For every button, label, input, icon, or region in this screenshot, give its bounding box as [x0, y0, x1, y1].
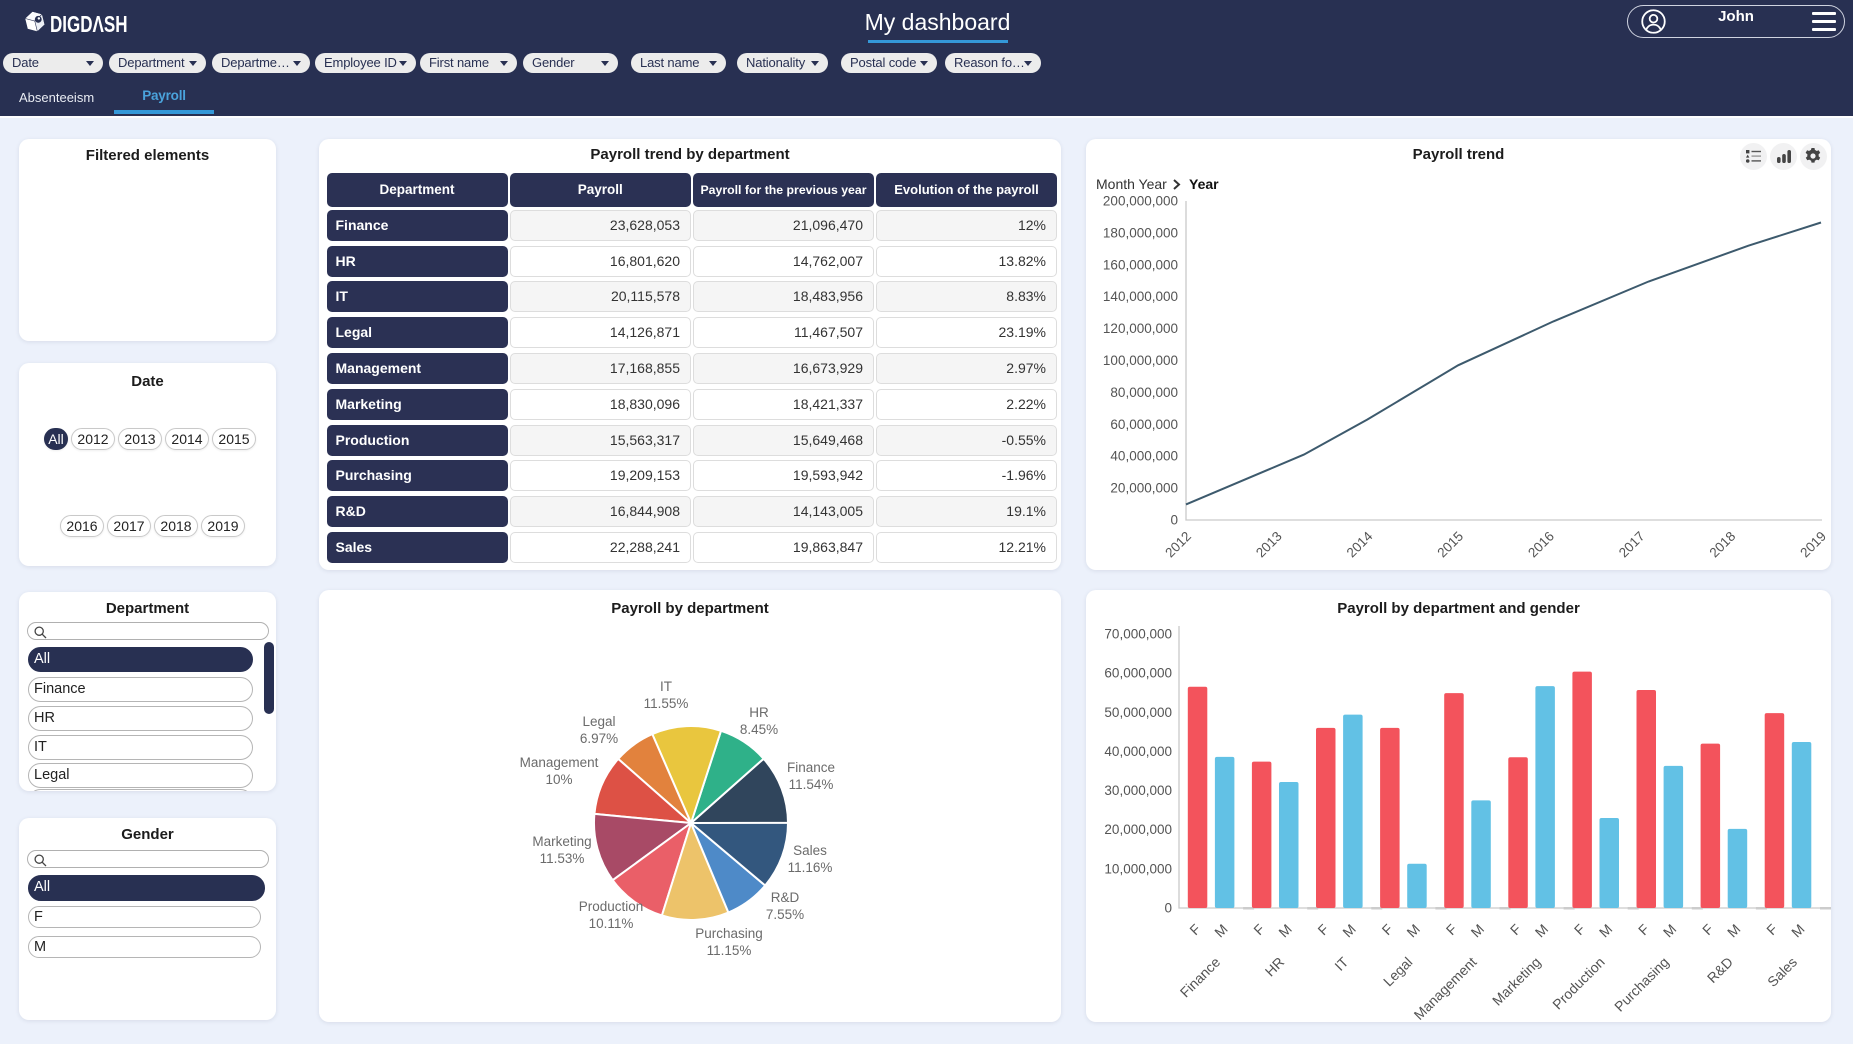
svg-text:11.55%: 11.55%	[644, 696, 689, 711]
svg-text:F: F	[1699, 921, 1716, 938]
svg-text:2013: 2013	[1253, 529, 1285, 561]
svg-text:M: M	[1468, 921, 1488, 941]
svg-text:11.53%: 11.53%	[540, 851, 585, 866]
svg-text:140,000,000: 140,000,000	[1103, 289, 1178, 304]
svg-text:100,000,000: 100,000,000	[1103, 353, 1178, 368]
svg-text:7.55%: 7.55%	[766, 907, 804, 922]
svg-text:F: F	[1443, 921, 1460, 938]
svg-text:F: F	[1635, 921, 1652, 938]
svg-text:10%: 10%	[545, 772, 572, 787]
svg-text:6.97%: 6.97%	[580, 731, 618, 746]
svg-text:Purchasing: Purchasing	[695, 926, 763, 941]
svg-text:F: F	[1314, 921, 1331, 938]
svg-text:200,000,000: 200,000,000	[1103, 194, 1178, 209]
svg-text:70,000,000: 70,000,000	[1104, 627, 1172, 642]
svg-text:M: M	[1211, 921, 1231, 941]
svg-text:IT: IT	[660, 679, 672, 694]
svg-text:2015: 2015	[1434, 529, 1466, 561]
svg-text:10.11%: 10.11%	[589, 916, 634, 931]
svg-text:Finance: Finance	[787, 760, 835, 775]
svg-text:Sales: Sales	[793, 843, 827, 858]
svg-text:F: F	[1186, 921, 1203, 938]
svg-text:11.15%: 11.15%	[707, 943, 752, 958]
svg-text:20,000,000: 20,000,000	[1104, 822, 1172, 837]
svg-text:10,000,000: 10,000,000	[1104, 861, 1172, 876]
svg-text:20,000,000: 20,000,000	[1110, 481, 1178, 496]
svg-text:Legal: Legal	[582, 714, 615, 729]
svg-text:M: M	[1724, 921, 1744, 941]
svg-text:120,000,000: 120,000,000	[1103, 321, 1178, 336]
svg-text:M: M	[1596, 921, 1616, 941]
svg-text:M: M	[1275, 921, 1295, 941]
svg-text:M: M	[1660, 921, 1680, 941]
svg-text:R&D: R&D	[771, 890, 800, 905]
svg-text:11.54%: 11.54%	[789, 777, 834, 792]
svg-text:40,000,000: 40,000,000	[1104, 744, 1172, 759]
svg-text:2018: 2018	[1707, 529, 1739, 561]
svg-text:Legal: Legal	[1380, 954, 1416, 990]
svg-text:180,000,000: 180,000,000	[1103, 225, 1178, 240]
svg-text:60,000,000: 60,000,000	[1110, 417, 1178, 432]
svg-text:2014: 2014	[1344, 528, 1376, 560]
svg-text:60,000,000: 60,000,000	[1104, 666, 1172, 681]
svg-text:HR: HR	[1262, 954, 1288, 980]
svg-text:40,000,000: 40,000,000	[1110, 449, 1178, 464]
svg-text:M: M	[1532, 921, 1552, 941]
svg-text:0: 0	[1164, 901, 1172, 916]
svg-text:M: M	[1403, 921, 1423, 941]
svg-text:11.16%: 11.16%	[788, 860, 833, 875]
svg-text:M: M	[1788, 921, 1808, 941]
svg-text:Sales: Sales	[1764, 954, 1800, 990]
svg-text:F: F	[1571, 921, 1588, 938]
svg-text:2012: 2012	[1162, 529, 1194, 561]
svg-text:2019: 2019	[1797, 529, 1829, 561]
svg-text:M: M	[1339, 921, 1359, 941]
svg-text:50,000,000: 50,000,000	[1104, 705, 1172, 720]
svg-text:HR: HR	[749, 705, 769, 720]
svg-text:Management: Management	[520, 755, 599, 770]
svg-text:Production: Production	[1549, 954, 1608, 1013]
svg-text:160,000,000: 160,000,000	[1103, 257, 1178, 272]
svg-text:R&D: R&D	[1704, 954, 1736, 986]
svg-text:Marketing: Marketing	[1489, 954, 1544, 1009]
svg-text:F: F	[1379, 921, 1396, 938]
svg-text:2017: 2017	[1616, 529, 1648, 561]
svg-text:F: F	[1507, 921, 1524, 938]
svg-text:Production: Production	[579, 899, 644, 914]
svg-text:IT: IT	[1331, 953, 1351, 973]
svg-text:F: F	[1763, 921, 1780, 938]
svg-text:F: F	[1250, 921, 1267, 938]
svg-text:Management: Management	[1411, 954, 1480, 1022]
svg-text:0: 0	[1170, 513, 1178, 528]
svg-text:8.45%: 8.45%	[740, 722, 778, 737]
svg-text:2016: 2016	[1525, 529, 1557, 561]
svg-text:30,000,000: 30,000,000	[1104, 783, 1172, 798]
svg-text:Marketing: Marketing	[532, 834, 591, 849]
svg-text:Finance: Finance	[1177, 954, 1224, 1001]
svg-text:80,000,000: 80,000,000	[1110, 385, 1178, 400]
svg-text:Purchasing: Purchasing	[1611, 954, 1672, 1015]
